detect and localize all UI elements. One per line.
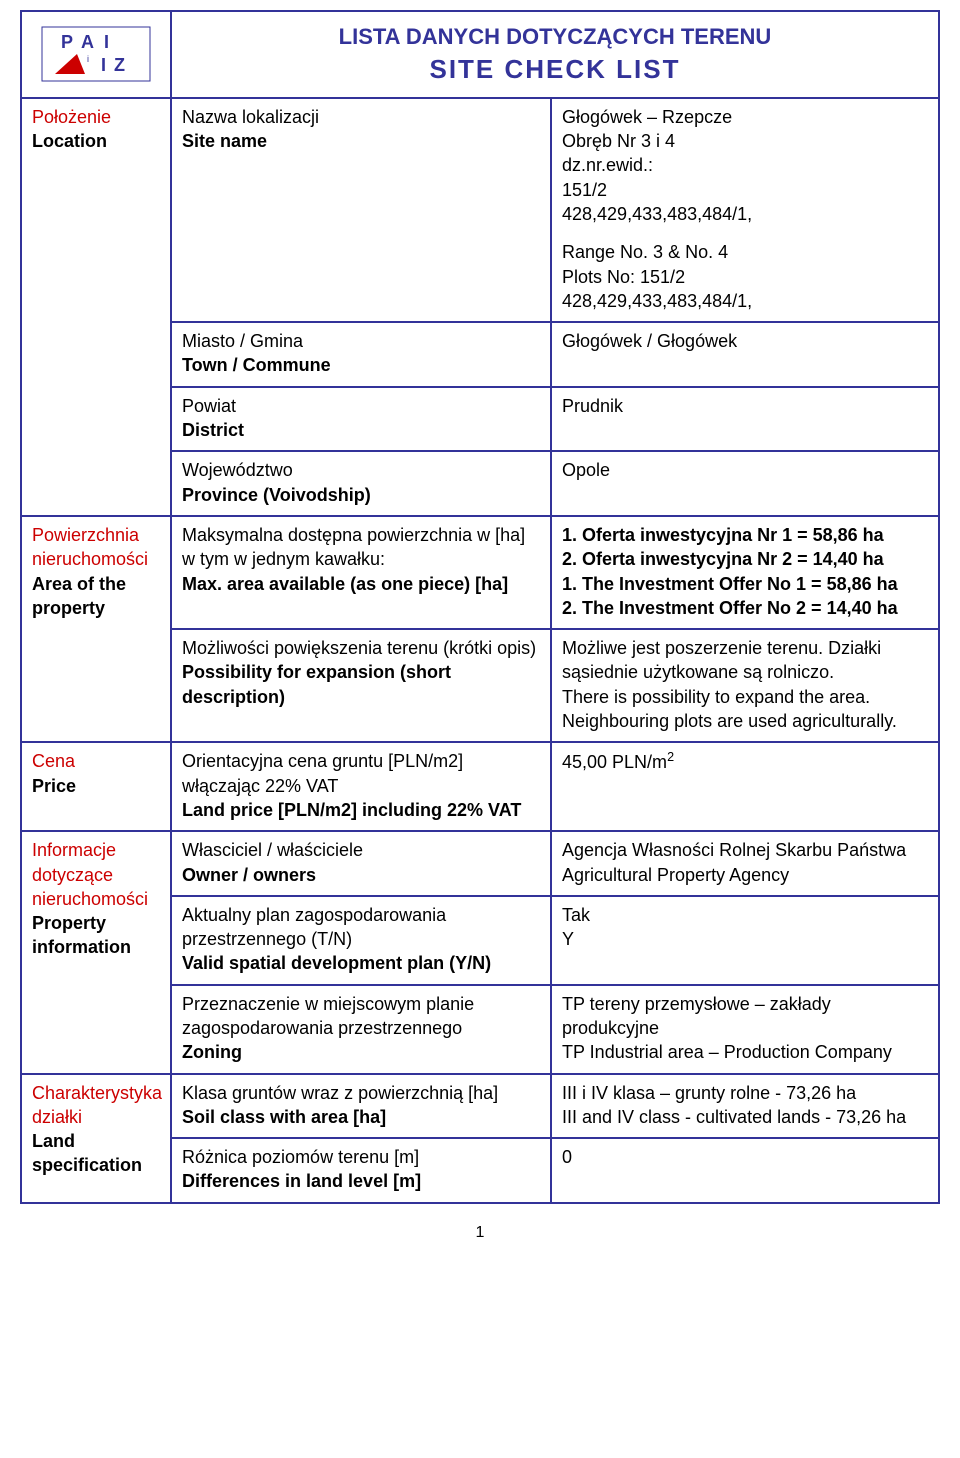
diff-label: Różnica poziomów terenu [m] Differences … bbox=[171, 1138, 551, 1203]
svg-text:i: i bbox=[87, 54, 89, 64]
soil-val: III i IV klasa – grunty rolne - 73,26 ha… bbox=[551, 1074, 939, 1139]
site-name-val-pl: Głogówek – Rzepcze Obręb Nr 3 i 4 dz.nr.… bbox=[562, 107, 752, 224]
cat-area: Powierzchnia nieruchomości Area of the p… bbox=[21, 516, 171, 742]
town-label-pl: Miasto / Gmina bbox=[182, 331, 303, 351]
max-area-val: 1. Oferta inwestycyjna Nr 1 = 58,86 ha 2… bbox=[551, 516, 939, 629]
price-val-prefix: 45,00 PLN/m bbox=[562, 752, 667, 772]
soil-label-pl: Klasa gruntów wraz z powierzchnią [ha] bbox=[182, 1083, 498, 1103]
zoning-val: TP tereny przemysłowe – zakłady produkcy… bbox=[551, 985, 939, 1074]
diff-label-en: Differences in land level [m] bbox=[182, 1171, 421, 1191]
site-name-label-pl: Nazwa lokalizacji bbox=[182, 107, 319, 127]
cat-info: Informacje dotyczące nieruchomości Prope… bbox=[21, 831, 171, 1073]
svg-text:Z: Z bbox=[114, 55, 125, 75]
cat-land-pl: Charakterystyka działki bbox=[32, 1083, 162, 1127]
cat-location: Położenie Location bbox=[21, 98, 171, 516]
paiiz-logo: P A I I Z i bbox=[41, 26, 151, 82]
owner-label: Własciciel / właściciele Owner / owners bbox=[171, 831, 551, 896]
owner-label-en: Owner / owners bbox=[182, 865, 316, 885]
cat-price-pl: Cena bbox=[32, 751, 75, 771]
district-label: Powiat District bbox=[171, 387, 551, 452]
province-label-en: Province (Voivodship) bbox=[182, 485, 371, 505]
plan-label-pl: Aktualny plan zagospodarowania przestrze… bbox=[182, 905, 446, 949]
logo-cell: P A I I Z i bbox=[22, 12, 172, 97]
title-en: SITE CHECK LIST bbox=[429, 54, 680, 84]
town-label: Miasto / Gmina Town / Commune bbox=[171, 322, 551, 387]
province-label-pl: Województwo bbox=[182, 460, 293, 480]
soil-label-en: Soil class with area [ha] bbox=[182, 1107, 386, 1127]
district-val: Prudnik bbox=[551, 387, 939, 452]
plan-label-en: Valid spatial development plan (Y/N) bbox=[182, 953, 491, 973]
price-val: 45,00 PLN/m2 bbox=[551, 742, 939, 831]
cat-location-pl: Położenie bbox=[32, 107, 111, 127]
province-label: Województwo Province (Voivodship) bbox=[171, 451, 551, 516]
cat-land-en: Land specification bbox=[32, 1131, 142, 1175]
cat-location-en: Location bbox=[32, 131, 107, 151]
expansion-val: Możliwe jest poszerzenie terenu. Działki… bbox=[551, 629, 939, 742]
cat-info-pl: Informacje dotyczące nieruchomości bbox=[32, 840, 148, 909]
expansion-label-pl: Możliwości powiększenia terenu (krótki o… bbox=[182, 638, 536, 658]
cat-area-en: Area of the property bbox=[32, 574, 126, 618]
district-label-en: District bbox=[182, 420, 244, 440]
site-name-label-en: Site name bbox=[182, 131, 267, 151]
price-label-en: Land price [PLN/m2] including 22% VAT bbox=[182, 800, 521, 820]
district-label-pl: Powiat bbox=[182, 396, 236, 416]
cat-area-pl: Powierzchnia nieruchomości bbox=[32, 525, 148, 569]
max-area-label-en: Max. area available (as one piece) [ha] bbox=[182, 574, 508, 594]
price-val-sup: 2 bbox=[667, 750, 674, 764]
province-val: Opole bbox=[551, 451, 939, 516]
svg-text:I: I bbox=[101, 55, 106, 75]
title-pl: LISTA DANYCH DOTYCZĄCYCH TERENU bbox=[339, 24, 772, 49]
cat-land: Charakterystyka działki Land specificati… bbox=[21, 1074, 171, 1203]
cat-price-en: Price bbox=[32, 776, 76, 796]
main-table: Położenie Location Nazwa lokalizacji Sit… bbox=[20, 97, 940, 1204]
plan-val: Tak Y bbox=[551, 896, 939, 985]
town-val: Głogówek / Głogówek bbox=[551, 322, 939, 387]
zoning-label-en: Zoning bbox=[182, 1042, 242, 1062]
owner-label-pl: Własciciel / właściciele bbox=[182, 840, 363, 860]
site-name-val: Głogówek – Rzepcze Obręb Nr 3 i 4 dz.nr.… bbox=[551, 98, 939, 322]
zoning-label: Przeznaczenie w miejscowym planie zagosp… bbox=[171, 985, 551, 1074]
price-label: Orientacyjna cena gruntu [PLN/m2] włącza… bbox=[171, 742, 551, 831]
town-label-en: Town / Commune bbox=[182, 355, 331, 375]
site-name-val-en: Range No. 3 & No. 4 Plots No: 151/2 428,… bbox=[562, 242, 752, 311]
diff-label-pl: Różnica poziomów terenu [m] bbox=[182, 1147, 419, 1167]
owner-val: Agencja Własności Rolnej Skarbu Państwa … bbox=[551, 831, 939, 896]
diff-val: 0 bbox=[551, 1138, 939, 1203]
svg-text:I: I bbox=[104, 32, 109, 52]
svg-text:A: A bbox=[81, 32, 94, 52]
plan-label: Aktualny plan zagospodarowania przestrze… bbox=[171, 896, 551, 985]
zoning-label-pl: Przeznaczenie w miejscowym planie zagosp… bbox=[182, 994, 474, 1038]
expansion-label-en: Possibility for expansion (short descrip… bbox=[182, 662, 451, 706]
svg-text:P: P bbox=[61, 32, 73, 52]
doc-title: LISTA DANYCH DOTYCZĄCYCH TERENU SITE CHE… bbox=[172, 12, 938, 97]
soil-label: Klasa gruntów wraz z powierzchnią [ha] S… bbox=[171, 1074, 551, 1139]
expansion-label: Możliwości powiększenia terenu (krótki o… bbox=[171, 629, 551, 742]
max-area-label-pl: Maksymalna dostępna powierzchnia w [ha] … bbox=[182, 525, 525, 569]
cat-info-en: Property information bbox=[32, 913, 131, 957]
cat-price: Cena Price bbox=[21, 742, 171, 831]
max-area-label: Maksymalna dostępna powierzchnia w [ha] … bbox=[171, 516, 551, 629]
site-name-label: Nazwa lokalizacji Site name bbox=[171, 98, 551, 322]
price-label-pl: Orientacyjna cena gruntu [PLN/m2] włącza… bbox=[182, 751, 463, 795]
page-number: 1 bbox=[20, 1204, 940, 1242]
